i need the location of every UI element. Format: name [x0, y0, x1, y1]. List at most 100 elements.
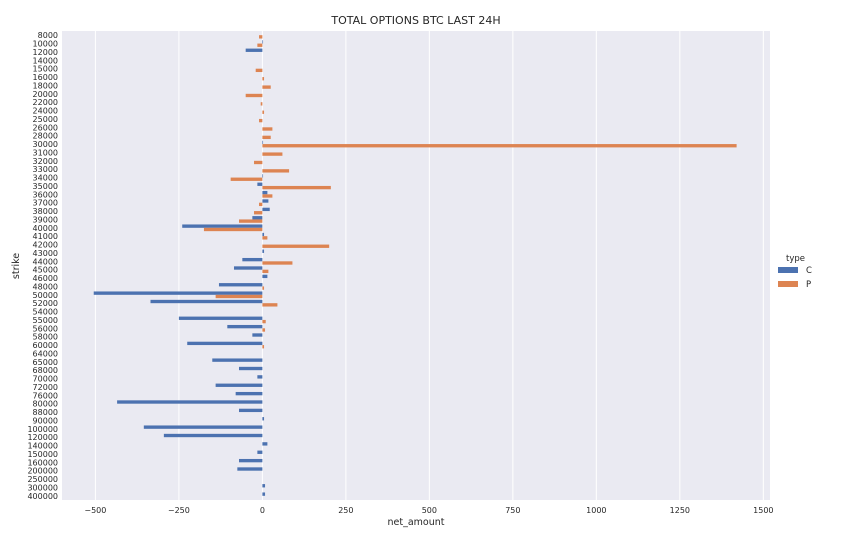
bar-c — [262, 232, 265, 237]
bar-p — [215, 294, 263, 299]
bar-p — [239, 219, 263, 223]
y-tick-label: 41000 — [33, 232, 58, 241]
y-tick-label: 400000 — [27, 492, 58, 501]
bar-p — [254, 211, 263, 215]
bar-p — [262, 169, 290, 173]
bar-p — [262, 244, 330, 248]
y-tick-label: 38000 — [33, 207, 58, 216]
legend-title: type — [786, 254, 805, 264]
y-tick-label: 46000 — [33, 274, 58, 283]
y-tick-label: 40000 — [33, 224, 58, 233]
bar-c — [239, 458, 263, 463]
bar-c — [257, 182, 263, 186]
y-tick-label: 250000 — [27, 475, 58, 484]
y-tick-label: 160000 — [27, 458, 58, 467]
legend-swatch-p — [778, 281, 798, 287]
bar-c — [182, 224, 263, 228]
bar-p — [262, 261, 293, 265]
y-tick-label: 52000 — [33, 299, 58, 308]
bar-c — [262, 199, 269, 203]
y-tick-label: 42000 — [33, 241, 58, 250]
y-tick-label: 35000 — [33, 182, 58, 191]
y-tick-label: 68000 — [33, 366, 58, 375]
bar-c — [163, 433, 263, 438]
bar-c — [235, 391, 263, 396]
y-tick-label: 39000 — [33, 215, 58, 224]
y-tick-label: 70000 — [33, 375, 58, 384]
bar-p — [230, 177, 263, 181]
y-tick-label: 14000 — [33, 56, 58, 65]
bar-p — [262, 110, 265, 114]
bar-c — [257, 375, 263, 379]
bar-p — [262, 328, 266, 332]
y-tick-label: 88000 — [33, 408, 58, 417]
bar-p — [259, 118, 263, 123]
bar-c — [237, 467, 263, 471]
bar-p — [262, 345, 265, 349]
legend: type C P — [778, 254, 812, 290]
legend-label-c: C — [806, 266, 812, 276]
bar-c — [242, 257, 263, 262]
legend-label-p: P — [806, 280, 811, 290]
y-tick-label: 36000 — [33, 190, 58, 199]
y-tick-label: 140000 — [27, 442, 58, 451]
bar-p — [203, 227, 263, 232]
y-tick-label: 25000 — [33, 115, 58, 124]
x-tick-label: 0 — [260, 506, 265, 515]
bar-c — [252, 216, 263, 220]
bar-p — [262, 319, 266, 324]
bar-c — [117, 400, 263, 404]
grid-lines — [94, 31, 764, 500]
x-tick-label: −250 — [168, 506, 190, 515]
y-tick-label: 24000 — [33, 107, 58, 116]
bar-c — [218, 283, 263, 287]
bar-c — [227, 324, 263, 329]
y-tick-label: 100000 — [27, 425, 58, 434]
bar-c — [257, 450, 263, 454]
y-tick-label: 18000 — [33, 81, 58, 90]
y-tick-label: 80000 — [33, 400, 58, 409]
y-tick-label: 58000 — [33, 333, 58, 342]
y-axis-title: strike — [11, 253, 22, 279]
y-tick-label: 43000 — [33, 249, 58, 258]
y-tick-label: 44000 — [33, 257, 58, 266]
x-tick-label: 500 — [422, 506, 437, 515]
bar-p — [260, 102, 263, 106]
y-tick-label: 22000 — [33, 98, 58, 107]
bar-p — [262, 85, 271, 89]
y-tick-labels: 8000100001200014000150001600018000200002… — [27, 31, 58, 501]
bar-c — [262, 274, 268, 279]
bar-c — [262, 190, 268, 195]
bar-p — [262, 144, 737, 148]
y-tick-label: 90000 — [33, 416, 58, 425]
bar-p — [257, 43, 263, 47]
bar-p — [262, 185, 331, 190]
legend-swatch-c — [778, 267, 798, 273]
y-tick-label: 64000 — [33, 349, 58, 358]
bar-c — [262, 484, 266, 488]
bar-c — [239, 408, 263, 413]
bar-p — [262, 194, 273, 198]
x-tick-label: 1000 — [586, 506, 606, 515]
x-tick-label: 750 — [505, 506, 520, 515]
y-tick-label: 120000 — [27, 433, 58, 442]
bar-p — [259, 35, 263, 39]
y-tick-label: 30000 — [33, 140, 58, 149]
bar-c — [239, 366, 263, 371]
x-tick-label: 1250 — [670, 506, 690, 515]
bar-c — [252, 333, 263, 337]
bar-p — [262, 127, 273, 131]
bar-c — [212, 358, 263, 362]
bar-p — [255, 68, 263, 73]
y-tick-label: 60000 — [33, 341, 58, 350]
bar-c — [93, 291, 263, 295]
bar-c — [262, 207, 270, 212]
bar-p — [262, 286, 265, 290]
y-tick-label: 20000 — [33, 90, 58, 99]
x-tick-label: 250 — [338, 506, 353, 515]
bar-p — [262, 236, 268, 240]
bar-p — [245, 93, 263, 98]
x-tick-label: −500 — [84, 506, 106, 515]
y-tick-label: 76000 — [33, 391, 58, 400]
